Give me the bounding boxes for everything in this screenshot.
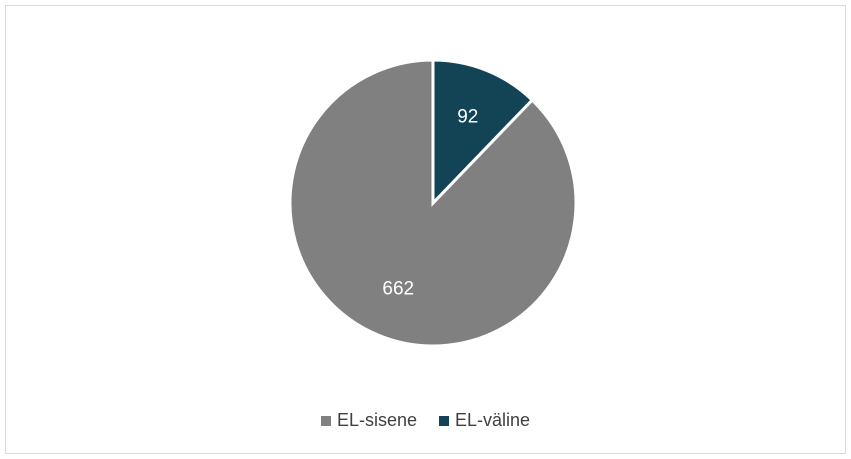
legend: EL-sisene EL-väline	[0, 410, 851, 431]
legend-item-1: EL-väline	[439, 410, 530, 431]
legend-swatch-1	[439, 415, 449, 426]
pie-slice-1	[431, 58, 535, 207]
slice-value-label-1: 92	[457, 106, 478, 127]
legend-label-1: EL-väline	[455, 410, 531, 430]
legend-label-0: EL-sisene	[336, 410, 417, 430]
slice-value-label-0: 662	[382, 279, 414, 300]
legend-swatch-0	[320, 415, 331, 426]
legend-item-0: EL-sisene	[320, 410, 417, 431]
